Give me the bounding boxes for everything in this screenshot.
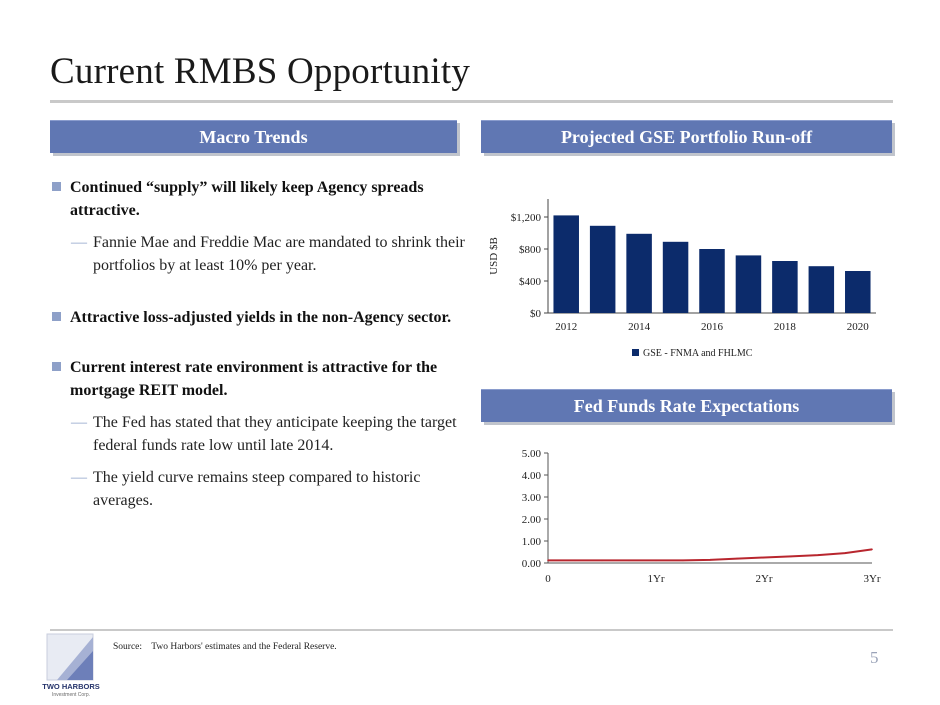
y-tick-label: 1.00 (522, 536, 542, 548)
gse-runoff-banner: Projected GSE Portfolio Run-off (481, 120, 892, 153)
x-tick-label: 3Yr (863, 573, 880, 585)
rate-point (736, 557, 738, 560)
fed-funds-chart: 0.00 1.00 2.00 3.00 4.00 5.00 0 1Yr 2Yr 3Yr (522, 448, 881, 585)
x-tick-label: 2020 (847, 321, 870, 333)
y-axis-label: USD $B (488, 237, 500, 275)
bullet-loss-adjusted: Attractive loss-adjusted yields in the n… (50, 306, 470, 329)
bullet-interest-rate: Current interest rate environment is att… (50, 356, 470, 402)
bullet-square-icon (52, 182, 61, 191)
fed-funds-banner: Fed Funds Rate Expectations (481, 389, 892, 422)
y-tick-label: 2.00 (522, 514, 542, 526)
macro-trends-list: Continued “supply” will likely keep Agen… (50, 176, 470, 512)
rate-point (844, 552, 846, 554)
x-tick-label: 0 (545, 573, 551, 585)
legend-label: GSE - FNMA and FHLMC (643, 348, 753, 359)
source-label: Source: (113, 642, 143, 652)
page-number: 5 (870, 648, 879, 667)
x-tick-label: 2016 (701, 321, 724, 333)
rate-point (682, 559, 684, 562)
x-tick-label: 1Yr (647, 573, 664, 585)
logo-subtitle: Investment Corp. (51, 692, 91, 698)
sub-bullet-yield-curve: — The yield curve remains steep compared… (50, 466, 470, 512)
bar (553, 215, 579, 313)
macro-trends-banner: Macro Trends (50, 120, 457, 153)
sub-bullet-text: The Fed has stated that they anticipate … (93, 414, 457, 454)
x-tick-label: 2012 (555, 321, 577, 333)
bar (808, 266, 835, 313)
bar (735, 255, 762, 313)
sub-bullet-text: The yield curve remains steep compared t… (93, 469, 421, 509)
legend-swatch (632, 349, 639, 356)
x-tick-label: 2Yr (755, 573, 772, 585)
y-tick-label: 4.00 (522, 470, 542, 482)
two-harbors-logo (43, 633, 97, 681)
dash-icon: — (71, 414, 87, 431)
bullet-text: Continued “supply” will likely keep Agen… (70, 179, 424, 219)
rate-point (574, 559, 576, 562)
rate-point (817, 554, 819, 556)
rate-point (628, 559, 630, 562)
title-divider (50, 100, 893, 103)
bar (772, 261, 798, 313)
dash-icon: — (71, 234, 87, 251)
footer-divider (50, 629, 893, 631)
rate-point (871, 548, 873, 551)
y-tick-label: $1,200 (511, 212, 542, 224)
y-tick-label: $400 (519, 276, 542, 288)
bullet-supply: Continued “supply” will likely keep Agen… (50, 176, 470, 222)
rate-point (655, 559, 657, 562)
y-tick-label: 3.00 (522, 492, 542, 504)
source-note: Source: Two Harbors' estimates and the F… (113, 642, 337, 652)
logo-name: TWO HARBORS (42, 682, 100, 691)
bullet-text: Attractive loss-adjusted yields in the n… (70, 309, 452, 326)
y-tick-label: 5.00 (522, 448, 542, 460)
rate-point (790, 555, 792, 558)
bar (626, 233, 652, 313)
gse-runoff-chart: $0 $400 $800 $1,200 USD $B 2012 2014 2016 2018 20… (488, 199, 876, 359)
rate-point (709, 559, 711, 561)
bar (699, 249, 725, 313)
source-text: Two Harbors' estimates and the Federal R… (151, 642, 337, 652)
sub-bullet-text: Fannie Mae and Freddie Mac are mandated … (93, 234, 465, 274)
bar (662, 241, 689, 313)
bullet-text: Current interest rate environment is att… (70, 359, 438, 399)
x-tick-label: 2018 (774, 321, 797, 333)
bullet-square-icon (52, 362, 61, 371)
y-tick-label: 0.00 (522, 558, 542, 570)
x-tick-label: 2014 (628, 321, 651, 333)
rate-point (763, 556, 765, 559)
rate-line (548, 548, 873, 562)
rate-point (547, 559, 549, 562)
y-tick-label: $0 (530, 308, 542, 320)
dash-icon: — (71, 469, 87, 486)
rate-point (601, 559, 603, 562)
bar (589, 225, 616, 313)
bar (845, 271, 871, 313)
page-title: Current RMBS Opportunity (50, 51, 471, 92)
sub-bullet-fed-stated: — The Fed has stated that they anticipat… (50, 411, 470, 457)
y-tick-label: $800 (519, 244, 542, 256)
bullet-square-icon (52, 312, 61, 321)
sub-bullet-gse-mandate: — Fannie Mae and Freddie Mac are mandate… (50, 231, 470, 277)
